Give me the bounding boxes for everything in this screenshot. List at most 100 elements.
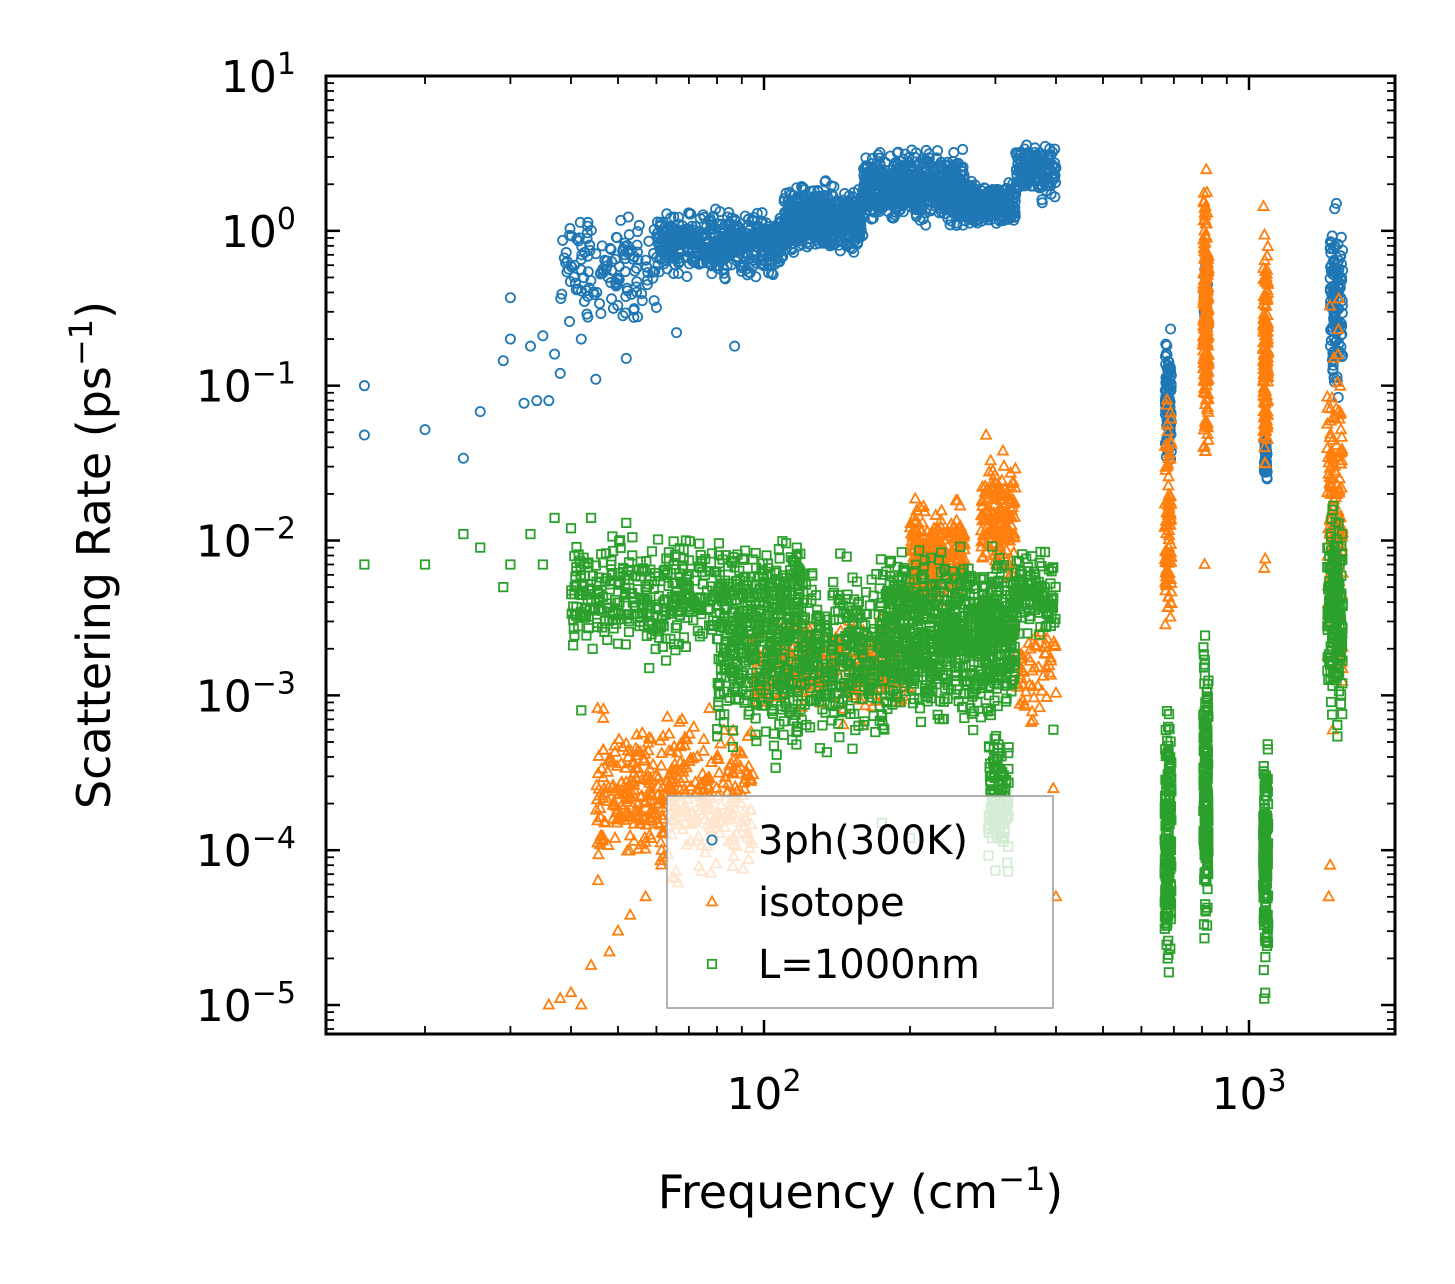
data-point: [977, 202, 989, 214]
data-point: [1008, 461, 1022, 474]
data-point: [791, 182, 803, 194]
data-point: [696, 743, 711, 756]
data-point: [358, 429, 370, 441]
data-point: [497, 355, 509, 367]
data-point: [646, 546, 658, 557]
data-point: [760, 256, 772, 268]
data-point: [723, 247, 735, 259]
data-point: [741, 269, 753, 281]
data-point: [1198, 557, 1212, 569]
data-point: [636, 288, 648, 300]
data-point: [710, 245, 722, 257]
data-point: [647, 266, 659, 278]
data-point: [917, 189, 929, 201]
data-point: [742, 219, 754, 231]
data-point: [899, 177, 911, 189]
data-point: [964, 217, 976, 229]
data-point: [795, 228, 807, 240]
data-point: [829, 196, 841, 208]
data-point: [886, 212, 898, 224]
data-point: [556, 288, 568, 300]
data-point: [780, 215, 792, 227]
data-point: [1163, 609, 1177, 622]
data-point: [531, 395, 543, 407]
data-point: [987, 194, 999, 206]
data-point: [751, 207, 763, 219]
data-point: [979, 427, 993, 440]
data-point: [723, 206, 735, 218]
data-point: [672, 211, 684, 223]
data-point: [908, 491, 922, 504]
data-point: [819, 220, 831, 232]
data-point: [647, 272, 659, 284]
data-point: [648, 295, 660, 307]
data-point: [549, 348, 561, 360]
data-point: [623, 907, 637, 920]
data-point: [789, 209, 801, 221]
data-point: [709, 239, 721, 251]
data-point: [612, 272, 624, 284]
data-point: [610, 231, 622, 243]
data-point: [1009, 201, 1021, 213]
data-point: [569, 277, 581, 289]
data-point: [591, 873, 605, 886]
data-point: [923, 148, 935, 160]
data-point: [783, 221, 795, 233]
data-point: [809, 202, 821, 214]
data-point: [862, 173, 874, 185]
data-point: [560, 247, 572, 259]
data-point: [591, 701, 605, 713]
data-point: [841, 197, 853, 209]
data-point: [582, 220, 594, 232]
data-point: [706, 268, 718, 280]
data-point: [584, 239, 596, 251]
data-point: [713, 538, 725, 549]
data-point: [912, 167, 924, 179]
data-point: [570, 284, 582, 296]
data-point: [611, 923, 625, 936]
data-point: [419, 424, 431, 436]
data-point: [688, 615, 699, 626]
data-point: [1049, 685, 1063, 698]
data-point: [839, 217, 851, 229]
data-point: [554, 367, 566, 379]
data-point: [1049, 162, 1061, 174]
data-point: [894, 204, 906, 216]
data-point: [842, 237, 854, 249]
data-point: [660, 238, 672, 250]
data-point: [1323, 857, 1337, 870]
data-point: [701, 251, 713, 263]
data-point: [607, 302, 619, 314]
data-point: [731, 240, 743, 252]
data-point: [696, 231, 708, 243]
data-point: [639, 889, 653, 902]
data-point: [632, 253, 644, 265]
data-point: [358, 380, 370, 392]
data-point: [859, 207, 871, 219]
data-point: [751, 246, 763, 258]
data-point: [660, 709, 674, 722]
data-point: [905, 165, 917, 177]
data-point: [710, 203, 722, 215]
data-point: [1258, 551, 1272, 564]
data-point: [654, 758, 668, 771]
data-point: [729, 340, 741, 352]
data-point: [590, 373, 602, 385]
data-point: [898, 198, 910, 210]
data-point: [1261, 239, 1275, 252]
data-point: [581, 308, 593, 320]
data-point: [957, 161, 969, 173]
data-point: [641, 279, 653, 291]
data-point: [712, 765, 726, 778]
data-point: [474, 406, 486, 418]
data-point: [1012, 182, 1024, 194]
data-point: [874, 177, 886, 189]
data-point: [636, 295, 648, 307]
data-point: [957, 143, 969, 155]
data-point: [504, 333, 516, 345]
data-point: [1330, 197, 1342, 209]
data-point: [555, 292, 567, 304]
data-point: [803, 238, 815, 250]
data-point: [1322, 889, 1336, 902]
data-point: [576, 249, 588, 261]
